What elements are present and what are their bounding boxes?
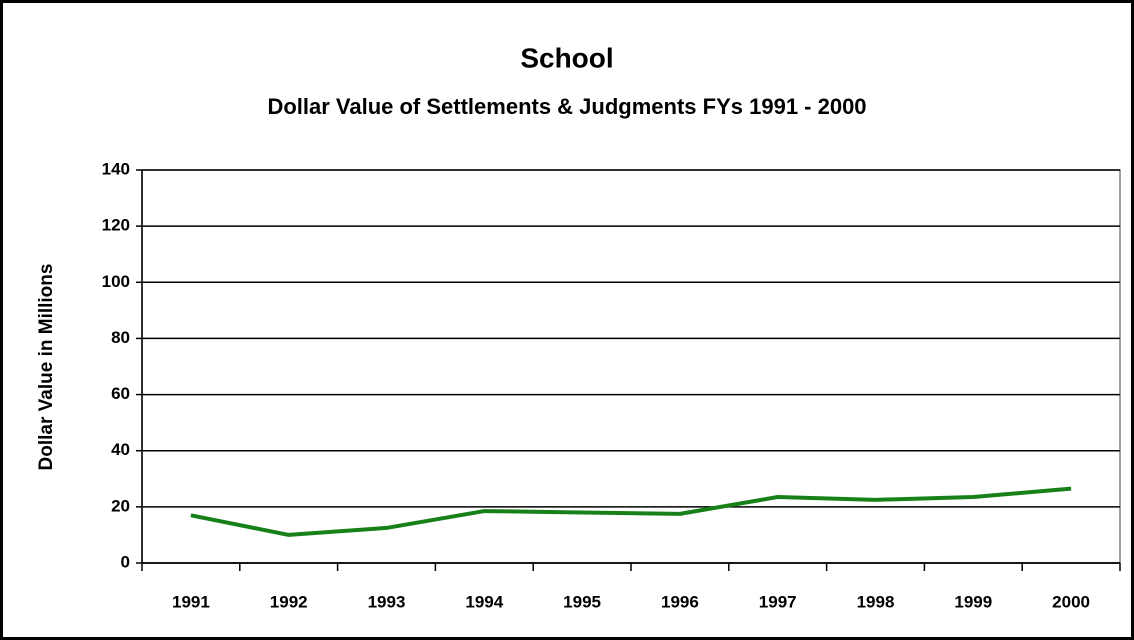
y-tick-label: 80 [111, 328, 130, 347]
y-tick-label: 100 [102, 272, 130, 291]
line-series [190, 486, 1072, 537]
chart-title: School [520, 42, 613, 73]
x-tick-label: 2000 [1052, 592, 1090, 611]
x-tick-label: 1994 [465, 592, 503, 611]
x-tick-label: 1991 [172, 592, 210, 611]
x-tick-label: 1999 [954, 592, 992, 611]
x-tick-label: 1992 [270, 592, 308, 611]
y-tick-label: 120 [102, 216, 130, 235]
y-tick-label: 40 [111, 440, 130, 459]
y-tick-label: 0 [121, 552, 130, 571]
x-tick-label: 1998 [857, 592, 895, 611]
y-tick-label: 20 [111, 496, 130, 515]
y-tick-label: 60 [111, 384, 130, 403]
y-tick-label: 140 [102, 159, 130, 178]
chart-subtitle: Dollar Value of Settlements & Judgments … [267, 94, 866, 119]
x-tick-label: 1995 [563, 592, 601, 611]
x-tick-label: 1993 [368, 592, 406, 611]
x-tick-label: 1997 [759, 592, 797, 611]
y-axis-label: Dollar Value in Millions [36, 264, 57, 471]
x-tick-label: 1996 [661, 592, 699, 611]
